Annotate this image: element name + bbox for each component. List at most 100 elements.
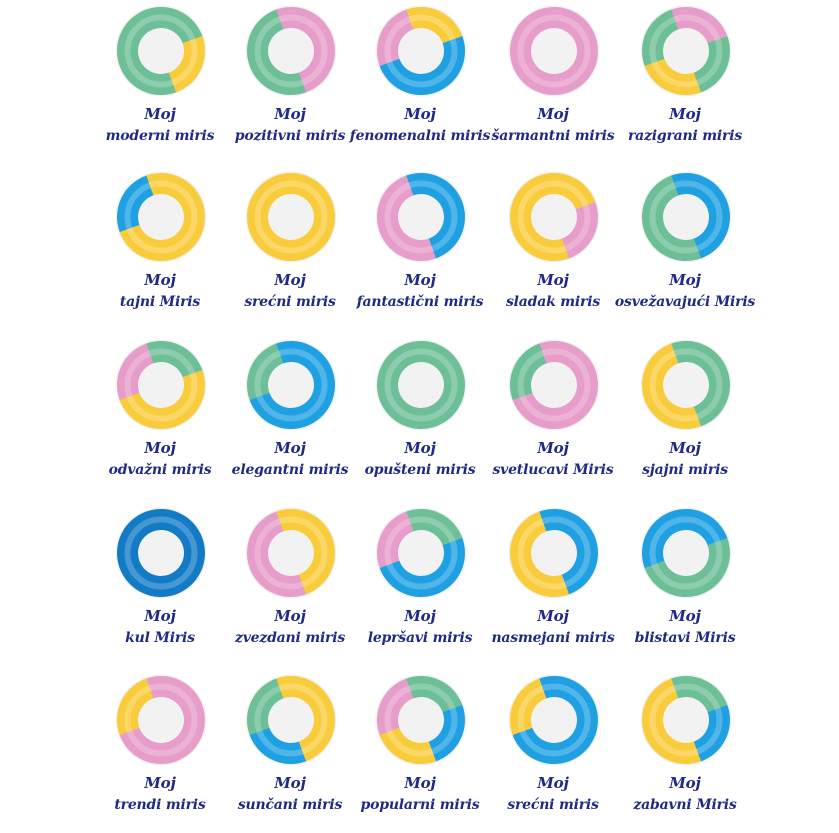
ring-highlight — [254, 348, 328, 422]
ring-segment-yellow — [379, 727, 437, 764]
ring-segment-blue — [693, 201, 730, 259]
ring-highlight — [254, 14, 328, 88]
ring-segment-yellow — [642, 343, 679, 401]
fragrance-tile: Moj zvezdani miris — [215, 506, 365, 666]
ring-segment-yellow — [247, 175, 284, 233]
tile-label-name: elegantni miris — [231, 462, 349, 478]
tile-label-moj: Moj — [274, 105, 306, 123]
ring-segment-darkblue — [117, 511, 154, 569]
ring-segment-yellow — [644, 58, 702, 95]
ring-segment-pink — [377, 9, 414, 67]
fragrance-tile: Moj sunčani miris — [215, 673, 365, 833]
tile-label-moj: Moj — [537, 439, 569, 457]
fragrance-ring-icon — [640, 507, 732, 599]
tile-label-name: šarmantni miris — [491, 128, 615, 144]
tile-label-name: zvezdani miris — [234, 630, 346, 646]
tile-label-name: fenomenalni miris — [349, 128, 491, 144]
fragrance-ring-icon — [245, 507, 337, 599]
ring-highlight — [384, 180, 458, 254]
ring-segment-yellow — [275, 173, 333, 210]
tile-label-name: sunčani miris — [237, 797, 343, 813]
ring-segment-yellow — [644, 392, 702, 429]
ring-segment-blue — [379, 560, 437, 597]
fragrance-tile: Moj moderni miris — [85, 4, 235, 164]
ring-segment-blue — [405, 173, 463, 210]
ring-segment-blue — [428, 201, 465, 259]
tile-label-moj: Moj — [404, 439, 436, 457]
ring-segment-yellow — [642, 678, 679, 736]
tile-label-moj: Moj — [537, 271, 569, 289]
ring-segment-blue — [117, 175, 154, 233]
fragrance-tile: Moj sjajni miris — [610, 338, 760, 498]
tile-label-moj: Moj — [404, 774, 436, 792]
ring-segment-yellow — [512, 560, 570, 597]
fragrance-ring-icon — [508, 171, 600, 263]
fragrance-tile: Moj sladak miris — [478, 170, 628, 330]
tile-label-moj: Moj — [669, 105, 701, 123]
ring-segment-blue — [642, 511, 679, 569]
fragrance-tile: Moj nasmejani miris — [478, 506, 628, 666]
ring-highlight — [649, 683, 723, 757]
ring-segment-green — [693, 537, 730, 595]
tile-label-name: fantastični miris — [356, 294, 484, 310]
ring-segment-green — [642, 9, 679, 67]
fragrance-tile: Moj srećni miris — [215, 170, 365, 330]
tile-label-moj: Moj — [669, 774, 701, 792]
fragrance-tile: Moj lepršavi miris — [345, 506, 495, 666]
ring-segment-darkblue — [119, 560, 177, 597]
fragrance-tile: Moj odvažni miris — [85, 338, 235, 498]
ring-highlight — [384, 516, 458, 590]
fragrance-ring-icon — [115, 339, 207, 431]
ring-segment-yellow — [510, 678, 547, 736]
ring-segment-pink — [247, 511, 284, 569]
ring-segment-pink — [538, 341, 596, 378]
ring-segment-blue — [249, 727, 307, 764]
tile-label-moj: Moj — [144, 607, 176, 625]
tile-label-moj: Moj — [669, 439, 701, 457]
tile-label-name: trendi miris — [114, 797, 206, 813]
ring-segment-green — [119, 58, 177, 95]
ring-highlight — [649, 516, 723, 590]
tile-label-name: srećni miris — [244, 294, 336, 310]
ring-highlight — [254, 180, 328, 254]
ring-segment-pink — [510, 9, 547, 67]
ring-segment-blue — [561, 537, 598, 595]
ring-segment-yellow — [119, 224, 177, 261]
fragrance-ring-icon — [245, 171, 337, 263]
ring-segment-yellow — [145, 173, 203, 210]
ring-segment-green — [428, 369, 465, 427]
fragrance-ring-icon — [508, 507, 600, 599]
tile-label-moj: Moj — [144, 439, 176, 457]
ring-highlight — [517, 348, 591, 422]
ring-segment-yellow — [298, 704, 335, 762]
ring-segment-pink — [377, 175, 414, 233]
tile-label-moj: Moj — [537, 607, 569, 625]
ring-segment-yellow — [298, 201, 335, 259]
tile-label-moj: Moj — [404, 607, 436, 625]
ring-highlight — [124, 14, 198, 88]
fragrance-tile: Moj zabavni Miris — [610, 673, 760, 833]
tile-label-moj: Moj — [144, 774, 176, 792]
ring-segment-pink — [379, 224, 437, 261]
ring-segment-pink — [119, 727, 177, 764]
ring-segment-green — [510, 343, 547, 401]
fragrance-ring-icon — [640, 5, 732, 97]
ring-segment-yellow — [298, 537, 335, 595]
ring-segment-green — [377, 343, 414, 401]
ring-segment-green — [405, 509, 463, 546]
fragrance-tile: Moj tajni Miris — [85, 170, 235, 330]
fragrance-tile: Moj šarmantni miris — [478, 4, 628, 164]
fragrance-ring-icon — [375, 5, 467, 97]
tile-label-moj: Moj — [404, 105, 436, 123]
ring-segment-blue — [693, 704, 730, 762]
fragrance-ring-icon — [508, 5, 600, 97]
fragrance-ring-icon — [640, 171, 732, 263]
ring-highlight — [517, 180, 591, 254]
ring-segment-blue — [298, 369, 335, 427]
fragrance-ring-icon — [245, 339, 337, 431]
ring-highlight — [384, 683, 458, 757]
ring-segment-green — [145, 341, 203, 378]
fragrance-tile: Moj srećni miris — [478, 673, 628, 833]
ring-segment-green — [247, 678, 284, 736]
fragrance-ring-icon — [375, 171, 467, 263]
